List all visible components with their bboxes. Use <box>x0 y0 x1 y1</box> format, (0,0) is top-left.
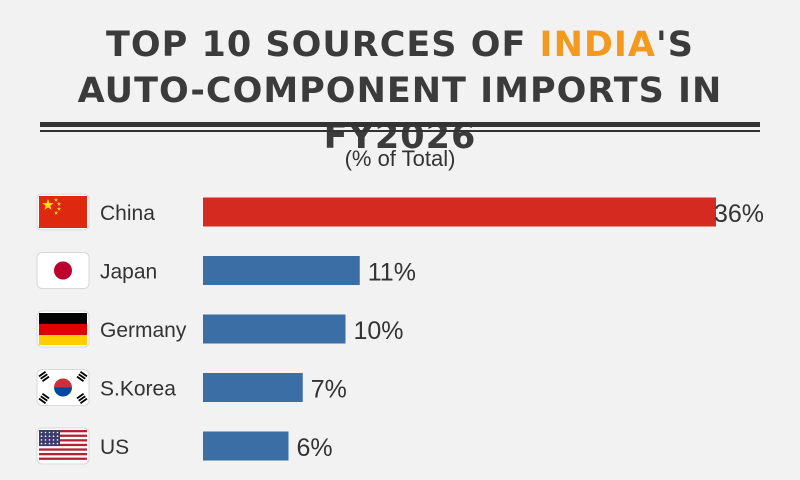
chart-title: TOP 10 SOURCES OF INDIA'S AUTO-COMPONENT… <box>0 22 800 160</box>
chart-subtitle: (% of Total) <box>344 146 456 171</box>
value-label: 11% <box>368 259 416 287</box>
bar-germany <box>203 314 346 344</box>
south-korea-flag-icon <box>36 369 90 406</box>
germany-flag-icon <box>36 310 90 348</box>
title-divider-thin <box>40 130 760 132</box>
us-flag-icon <box>36 427 90 465</box>
value-label: 10% <box>354 317 404 345</box>
value-label: 7% <box>311 376 347 404</box>
category-label: Japan <box>100 261 157 284</box>
title-text-pre: TOP 10 SOURCES OF <box>106 25 540 65</box>
title-text-post: 'S <box>656 25 694 65</box>
title-line-1: TOP 10 SOURCES OF INDIA'S <box>0 22 800 68</box>
category-label: S.Korea <box>100 378 176 401</box>
value-label: 6% <box>297 434 333 462</box>
japan-flag-icon <box>36 252 90 289</box>
category-label: US <box>100 436 129 459</box>
title-highlight-india: INDIA <box>539 25 657 65</box>
bar-china <box>203 197 716 227</box>
title-divider-thick <box>40 122 760 127</box>
bar-us <box>203 431 289 461</box>
value-label: 36% <box>714 200 764 228</box>
category-label: Germany <box>100 319 187 342</box>
bar-skorea <box>203 373 303 402</box>
bar-chart: China 36% Japan 11% Germany 10% S.Korea 7% US 6% <box>36 193 764 465</box>
category-label: China <box>100 202 155 225</box>
china-flag-icon <box>36 193 90 231</box>
bar-japan <box>203 256 360 285</box>
